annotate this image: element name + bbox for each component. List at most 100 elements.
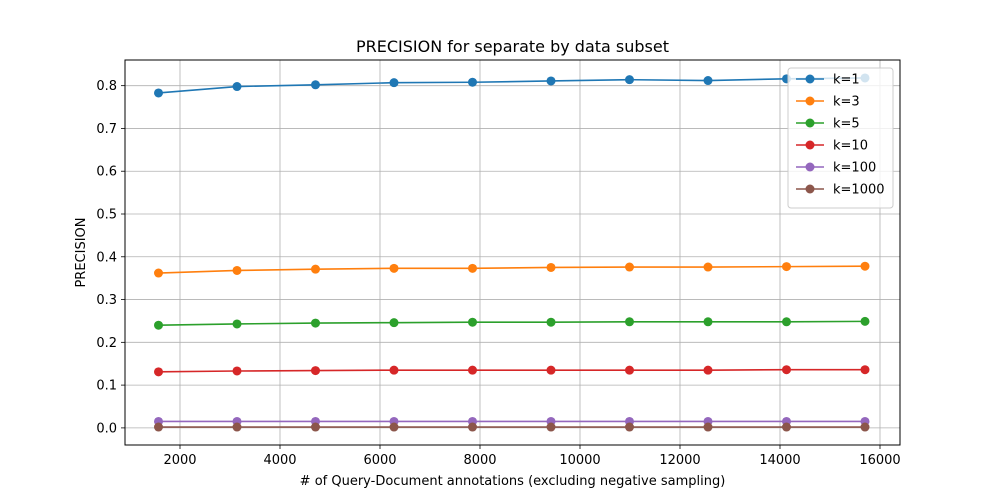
y-tick-label: 0.7 — [96, 122, 117, 137]
y-tick-label: 0.3 — [96, 293, 117, 308]
legend-item: k=1000 — [796, 183, 885, 198]
data-point — [468, 317, 477, 327]
x-tick-label: 8000 — [463, 453, 496, 468]
legend-marker — [805, 184, 815, 194]
y-tick-label: 0.2 — [96, 336, 117, 351]
data-point — [625, 365, 634, 375]
x-tick-label: 10000 — [559, 453, 600, 468]
data-point — [468, 422, 477, 432]
data-point — [232, 82, 242, 92]
data-point — [389, 422, 399, 432]
data-point — [703, 262, 713, 272]
y-tick-label: 0.5 — [96, 208, 117, 223]
series-line — [158, 265, 866, 274]
data-point — [625, 317, 634, 327]
data-point — [389, 78, 399, 88]
x-tick-label: 2000 — [163, 453, 196, 468]
series-k-1000 — [154, 422, 870, 432]
legend-label: k=3 — [833, 95, 860, 110]
legend-item: k=3 — [796, 95, 860, 110]
data-point — [860, 422, 870, 432]
data-point — [311, 80, 320, 90]
series-line — [158, 77, 866, 94]
data-point — [546, 262, 556, 272]
series-k-10 — [154, 365, 870, 377]
data-point — [232, 319, 242, 329]
y-tick-label: 0.4 — [96, 250, 117, 265]
data-point — [154, 268, 163, 278]
chart-title: PRECISION for separate by data subset — [356, 37, 669, 56]
y-tick-label: 0.8 — [96, 79, 117, 94]
legend: k=1 k=3 k=5 k=10 k=100 k=1000 — [787, 67, 894, 209]
x-tick-label: 4000 — [263, 453, 296, 468]
y-tick-label: 0.6 — [96, 165, 117, 180]
data-point — [546, 317, 556, 327]
series-line — [158, 368, 865, 373]
y-tick-label: 0.1 — [96, 379, 117, 394]
x-axis-label: # of Query-Document annotations (excludi… — [300, 474, 726, 489]
series-k-1 — [154, 73, 870, 98]
data-point — [389, 365, 399, 375]
data-point — [154, 88, 163, 98]
data-point — [468, 77, 477, 87]
data-point — [546, 422, 556, 432]
data-point — [782, 365, 791, 375]
x-tick-label: 14000 — [759, 453, 800, 468]
series-k-5 — [154, 316, 870, 330]
plot-frame — [124, 59, 901, 446]
legend-label: k=1 — [833, 73, 860, 88]
y-axis-label: PRECISION — [74, 217, 89, 287]
data-point — [389, 263, 399, 273]
series-layer — [154, 73, 870, 432]
legend-box — [787, 67, 894, 209]
data-point — [154, 422, 163, 432]
data-point — [154, 367, 163, 377]
data-point — [703, 365, 713, 375]
legend-marker — [805, 96, 815, 106]
data-point — [468, 365, 477, 375]
legend-label: k=100 — [833, 161, 876, 176]
data-point — [703, 76, 713, 86]
series-line — [158, 320, 866, 327]
legend-label: k=1000 — [833, 183, 885, 198]
legend-item: k=10 — [796, 139, 868, 154]
data-point — [782, 422, 791, 432]
legend-label: k=10 — [833, 139, 868, 154]
legend-marker — [805, 140, 815, 150]
data-point — [703, 317, 713, 327]
series-k-3 — [154, 261, 870, 278]
data-point — [154, 320, 163, 330]
data-point — [860, 316, 870, 326]
legend-label: k=5 — [833, 117, 860, 132]
legend-marker — [805, 118, 815, 128]
data-point — [782, 262, 791, 272]
data-point — [311, 422, 320, 432]
legend-item: k=100 — [796, 161, 876, 176]
data-point — [311, 318, 320, 328]
data-point — [625, 262, 634, 272]
data-point — [860, 365, 870, 375]
x-tick-label: 12000 — [659, 453, 700, 468]
x-tick-label: 16000 — [859, 453, 900, 468]
data-point — [860, 261, 870, 271]
data-point — [389, 318, 399, 328]
data-point — [468, 263, 477, 273]
legend-item: k=1 — [796, 73, 860, 88]
data-point — [782, 317, 791, 327]
data-point — [232, 265, 242, 275]
legend-marker — [805, 74, 815, 84]
axis-ticks: 2000 4000 6000 8000 10000 12000 14000 16000 0.0 0… — [96, 79, 900, 468]
legend-marker — [805, 162, 815, 172]
data-point — [703, 422, 713, 432]
x-tick-label: 6000 — [363, 453, 396, 468]
data-point — [546, 76, 556, 86]
data-point — [311, 264, 320, 274]
data-point — [546, 365, 556, 375]
data-point — [232, 366, 242, 376]
data-point — [311, 366, 320, 376]
data-point — [625, 75, 634, 85]
data-point — [232, 422, 242, 432]
data-point — [625, 422, 634, 432]
y-tick-label: 0.0 — [96, 421, 117, 436]
